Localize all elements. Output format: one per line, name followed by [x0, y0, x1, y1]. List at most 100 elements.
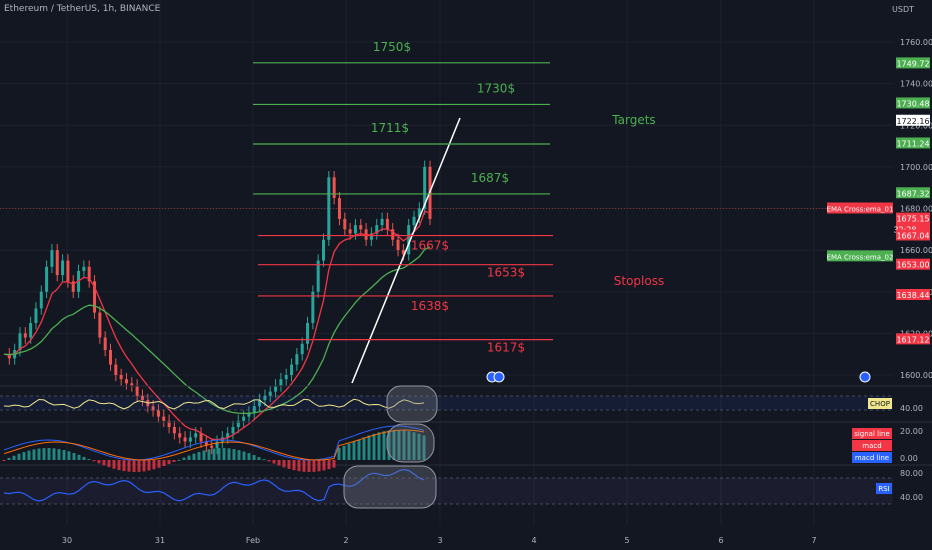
candle-body [130, 383, 134, 386]
macd-histogram-bar [117, 460, 121, 471]
macd-histogram-bar [67, 451, 71, 460]
price-label-box [896, 57, 930, 69]
price-label-box [896, 258, 930, 270]
macd-histogram-bar [362, 437, 366, 460]
macd-histogram-bar [157, 460, 161, 468]
x-tick-label: 31 [155, 536, 165, 545]
y-tick-label: 1600.00 [900, 371, 932, 380]
candle-body [172, 427, 176, 434]
ema-label-box [827, 250, 893, 262]
macd-histogram-bar [392, 430, 396, 460]
macd-histogram-bar [412, 432, 416, 460]
candle-body [119, 375, 123, 380]
macd-histogram-bar [307, 460, 311, 472]
candle-body [322, 239, 325, 261]
highlight-rsi [343, 465, 437, 509]
candle-body [178, 433, 182, 438]
macd-histogram-bar [332, 460, 336, 468]
macd-histogram-bar [152, 460, 156, 470]
macd-tick: 20.00 [900, 427, 923, 436]
rsi-label-box [876, 483, 892, 494]
chop-line [3, 398, 425, 410]
candle-body [396, 239, 400, 251]
macd-histogram-bar [232, 449, 236, 460]
stoploss-annotation: Stoploss [614, 274, 664, 288]
candle-body [375, 225, 379, 234]
candle-body [391, 229, 395, 240]
y-tick-label: 1680.00 [900, 205, 932, 214]
candle-body [332, 177, 336, 199]
price-label-text: 1675.15 [896, 215, 929, 224]
macd-histogram-bar [382, 431, 386, 460]
macd-histogram-bar [342, 445, 346, 460]
macd-histogram-bar [397, 430, 401, 460]
highlight-macd [386, 423, 435, 463]
candle-body [18, 333, 22, 351]
candle-body [279, 379, 283, 386]
candle-body [343, 218, 347, 230]
candle-body [210, 445, 214, 448]
macd-histogram-bar [357, 439, 361, 460]
chop-tick: 40.00 [900, 404, 923, 413]
candle-body [242, 416, 246, 421]
macd-histogram-bar [347, 443, 351, 460]
candle-body [98, 312, 102, 338]
macd-histogram-bar [367, 435, 371, 460]
candle-body [162, 416, 166, 421]
candle-body [327, 177, 331, 240]
macd-histogram-bar [262, 459, 266, 461]
macd-histogram-bar [407, 431, 411, 460]
candle-body [87, 266, 91, 282]
rsi-tick: 40.00 [900, 493, 923, 502]
macd-histogram-bar [27, 450, 31, 460]
macd-histogram-bar [387, 430, 391, 460]
macd-histogram-bar [132, 460, 136, 472]
candle-body [417, 208, 421, 217]
candle-body [295, 354, 299, 365]
macd-histogram-bar [167, 460, 171, 465]
candle-body [359, 225, 363, 230]
macd-histogram-bar [322, 460, 326, 471]
macd-legend-box [852, 440, 892, 451]
macd-histogram-bar [272, 460, 276, 464]
macd-histogram-bar [177, 459, 181, 461]
macd-histogram-bar [112, 460, 116, 469]
macd-histogram-bar [402, 430, 406, 460]
macd-histogram-bar [42, 448, 46, 460]
macd-histogram-bar [57, 448, 61, 460]
target-label: 1711$ [371, 121, 409, 135]
candle-body [71, 281, 75, 292]
candle-body [50, 250, 54, 267]
candle-body [226, 433, 230, 438]
rsi-line [3, 468, 425, 502]
macd-histogram-bar [217, 448, 221, 460]
candle-body [274, 385, 278, 392]
candle-body [252, 406, 256, 413]
macd-histogram-bar [202, 450, 206, 460]
macd-histogram-bar [417, 433, 421, 460]
price-label-box [896, 97, 930, 109]
macd-histogram-bar [82, 456, 86, 460]
price-label-box [896, 229, 930, 241]
ema-label-text: EMA Cross:ema_02 [827, 253, 894, 261]
symbol-title: Ethereum / TetherUS, 1h, BINANCE [4, 4, 161, 14]
macd-histogram-bar [72, 453, 76, 460]
candle-body [231, 427, 235, 434]
macd-histogram-bar [62, 450, 66, 460]
macd-histogram-bar [102, 460, 106, 466]
candle-body [263, 395, 267, 400]
candle-body [55, 250, 59, 276]
macd-histogram-bar [377, 432, 381, 460]
macd-histogram-bar [227, 448, 231, 460]
price-label-text: 1730.48 [896, 99, 929, 108]
macd-histogram-bar [2, 460, 6, 461]
candle-body [423, 166, 427, 209]
candle-body [385, 218, 389, 230]
candle-body [215, 441, 219, 448]
candle-body [61, 260, 65, 276]
candle-body [380, 218, 384, 226]
signal-line [3, 429, 425, 461]
trend-line [351, 117, 461, 384]
candle-body [135, 385, 139, 396]
